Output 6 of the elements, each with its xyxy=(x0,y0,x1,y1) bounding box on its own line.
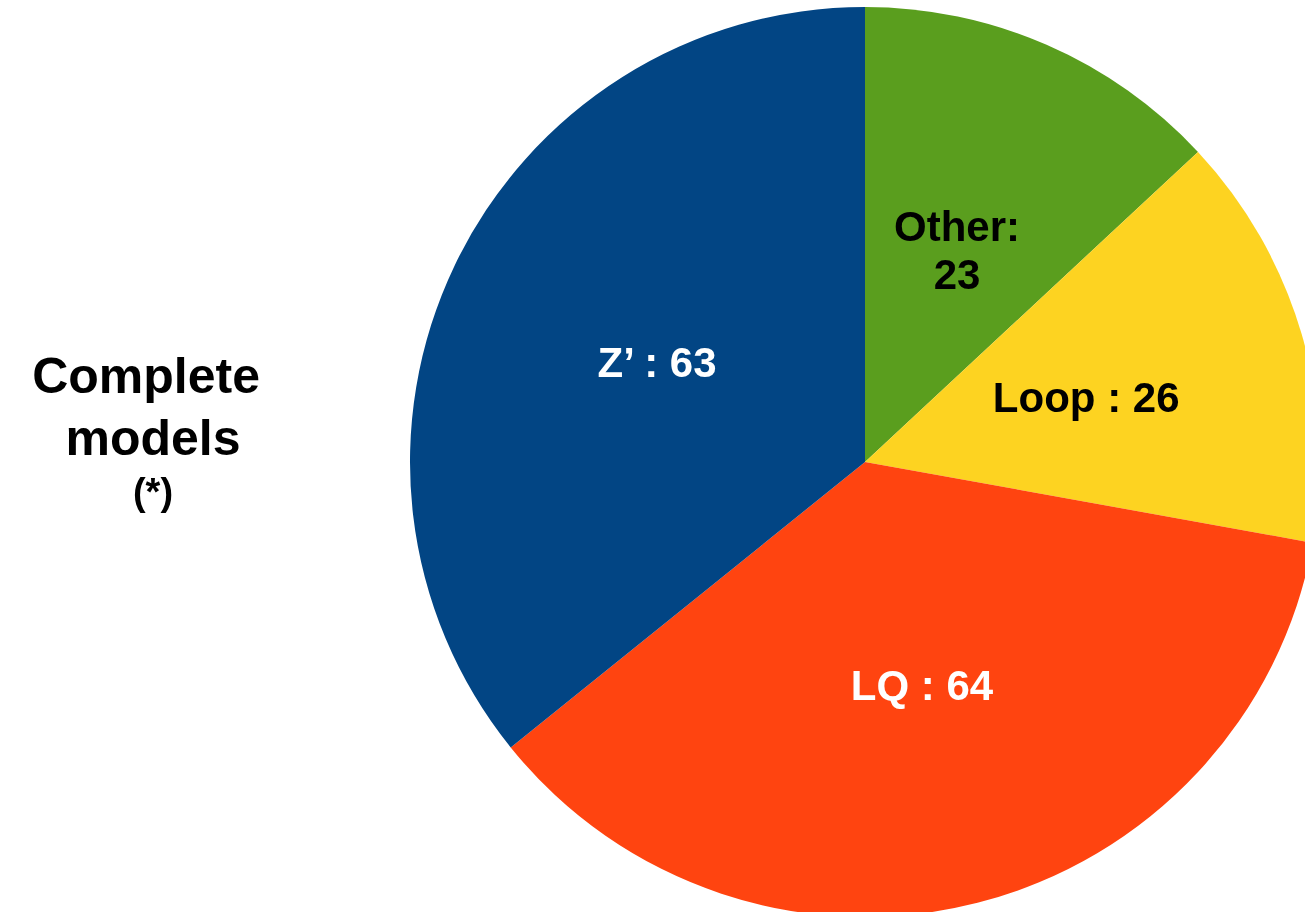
text: Complete models xyxy=(32,348,274,466)
slice-label: Other: 23 xyxy=(894,203,1020,299)
slice-label: LQ : 64 xyxy=(850,661,994,709)
slice-label: Z’ : 63 xyxy=(597,339,717,387)
text: (*) xyxy=(132,471,174,513)
slice-label: Loop : 26 xyxy=(992,373,1180,421)
